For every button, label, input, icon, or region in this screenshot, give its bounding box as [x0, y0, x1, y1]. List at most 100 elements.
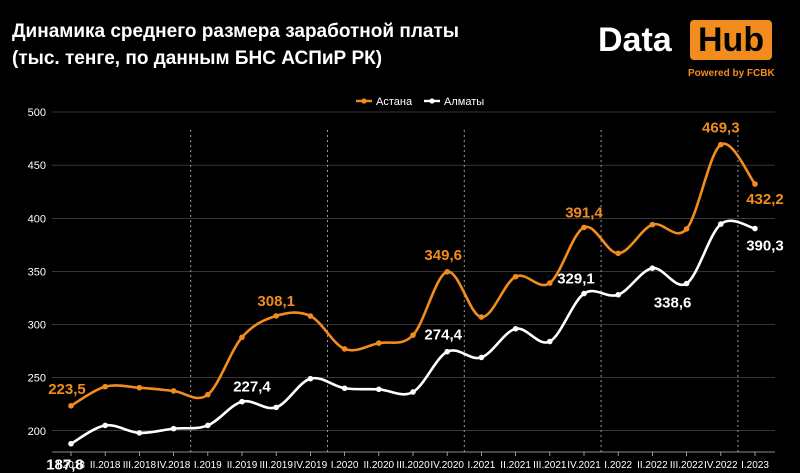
data-point-astana [341, 346, 348, 352]
data-point-astana [205, 391, 211, 398]
data-label-astana: 223,5 [48, 381, 86, 398]
y-tick-label: 200 [28, 426, 46, 438]
x-tick-label: III.2018 [123, 460, 157, 471]
data-point-astana [68, 402, 74, 409]
data-label-almaty: 390,3 [746, 238, 784, 255]
data-label-layer: 223,5 308,1 349,6 391,4 469,3 432,2 187,8 227,4… [46, 120, 784, 473]
y-tick-label: 500 [28, 107, 46, 119]
x-tick-label: II.2019 [227, 460, 258, 471]
chart-title: Динамика среднего размера заработной пла… [12, 18, 459, 72]
series-line-astana [70, 142, 757, 407]
logo-word-data: Data [598, 21, 672, 59]
x-tick-label: I.2020 [331, 460, 359, 471]
data-label-almaty: 187,8 [46, 457, 84, 473]
legend-swatch-dot [429, 98, 435, 104]
x-tick-label: I.2022 [604, 460, 632, 471]
data-point-almaty [649, 265, 656, 271]
data-point-almaty [547, 338, 553, 345]
legend: Астана Алматы [356, 96, 484, 108]
data-point-almaty [752, 225, 758, 232]
data-point-astana [444, 269, 451, 275]
x-tick-label: III.2020 [396, 460, 430, 471]
data-point-astana [512, 273, 519, 280]
y-tick-label: 300 [28, 320, 46, 332]
legend-item-astana: Астана [356, 96, 413, 108]
data-point-almaty [512, 325, 519, 332]
x-tick-label: III.2022 [670, 460, 704, 471]
x-tick-label: I.2019 [194, 460, 222, 471]
data-point-astana [307, 313, 314, 319]
chart-title-line-2: (тыс. тенге, по данным БНС АСПиР РК) [12, 48, 383, 69]
logo-word-hub: Hub [690, 20, 773, 60]
data-point-almaty [718, 221, 724, 227]
series-line-almaty [70, 219, 756, 445]
legend-item-almaty: Алматы [424, 96, 484, 108]
data-point-almaty [341, 385, 348, 392]
x-tick-label: IV.2022 [704, 460, 738, 471]
series-layer [68, 141, 758, 447]
x-tick-label: III.2021 [533, 460, 567, 471]
y-tick-label: 450 [28, 160, 46, 172]
data-point-almaty [444, 348, 451, 355]
data-point-almaty [581, 290, 587, 297]
data-label-astana: 349,6 [424, 247, 462, 264]
x-tick-label: II.2022 [637, 460, 668, 471]
y-tick-label: 400 [28, 213, 46, 225]
data-point-almaty [136, 430, 143, 436]
data-point-astana [170, 388, 177, 394]
chart-title-line-1: Динамика среднего размера заработной пла… [12, 21, 459, 42]
data-point-almaty [307, 375, 314, 382]
data-point-astana [239, 334, 245, 341]
data-point-almaty [478, 354, 485, 361]
x-tick-label: I.2018 [57, 460, 85, 471]
data-label-almaty: 274,4 [424, 327, 462, 344]
data-point-astana [718, 141, 724, 148]
datahub-logo: Data Hub Powered by FCBK [598, 16, 778, 80]
data-point-almaty [205, 422, 211, 429]
x-tick-label: IV.2019 [294, 460, 328, 471]
x-tick-label: IV.2018 [157, 460, 191, 471]
data-label-astana: 432,2 [746, 191, 784, 208]
data-point-almaty [102, 422, 108, 429]
x-tick-label: II.2018 [90, 460, 121, 471]
data-point-almaty [68, 440, 74, 447]
legend-swatch-dot [361, 98, 367, 104]
x-tick-label: I.2023 [741, 460, 769, 471]
data-point-astana [478, 314, 485, 320]
x-tick-label: I.2021 [467, 460, 495, 471]
data-point-astana [683, 226, 690, 232]
data-point-almaty [239, 398, 245, 405]
data-point-astana [136, 384, 143, 391]
data-point-astana [410, 332, 416, 338]
legend-label: Астана [376, 96, 413, 108]
data-point-astana [649, 221, 656, 228]
data-point-astana [547, 280, 553, 286]
data-point-almaty [683, 280, 690, 287]
data-point-astana [273, 313, 280, 319]
x-tick-label: II.2020 [364, 460, 395, 471]
data-point-astana [752, 181, 758, 187]
data-point-astana [615, 250, 621, 257]
data-point-almaty [273, 404, 280, 411]
data-label-astana: 469,3 [702, 120, 740, 137]
data-label-astana: 391,4 [565, 204, 603, 221]
data-label-astana: 308,1 [257, 293, 295, 310]
data-label-almaty: 227,4 [233, 379, 271, 396]
data-point-almaty [410, 389, 416, 395]
data-point-astana [376, 340, 382, 346]
y-tick-label: 350 [28, 266, 46, 278]
data-point-astana [102, 383, 108, 390]
legend-label: Алматы [444, 96, 484, 108]
grid-layer [52, 111, 775, 432]
x-tick-label: II.2021 [500, 460, 531, 471]
data-label-almaty: 338,6 [654, 294, 692, 311]
data-point-almaty [170, 425, 177, 432]
data-point-astana [581, 224, 587, 231]
data-point-almaty [376, 386, 382, 393]
data-point-almaty [615, 291, 621, 298]
data-label-almaty: 329,1 [557, 271, 595, 288]
logo-powered-by: Powered by FCBK [688, 68, 775, 79]
x-tick-label: IV.2021 [567, 460, 601, 471]
